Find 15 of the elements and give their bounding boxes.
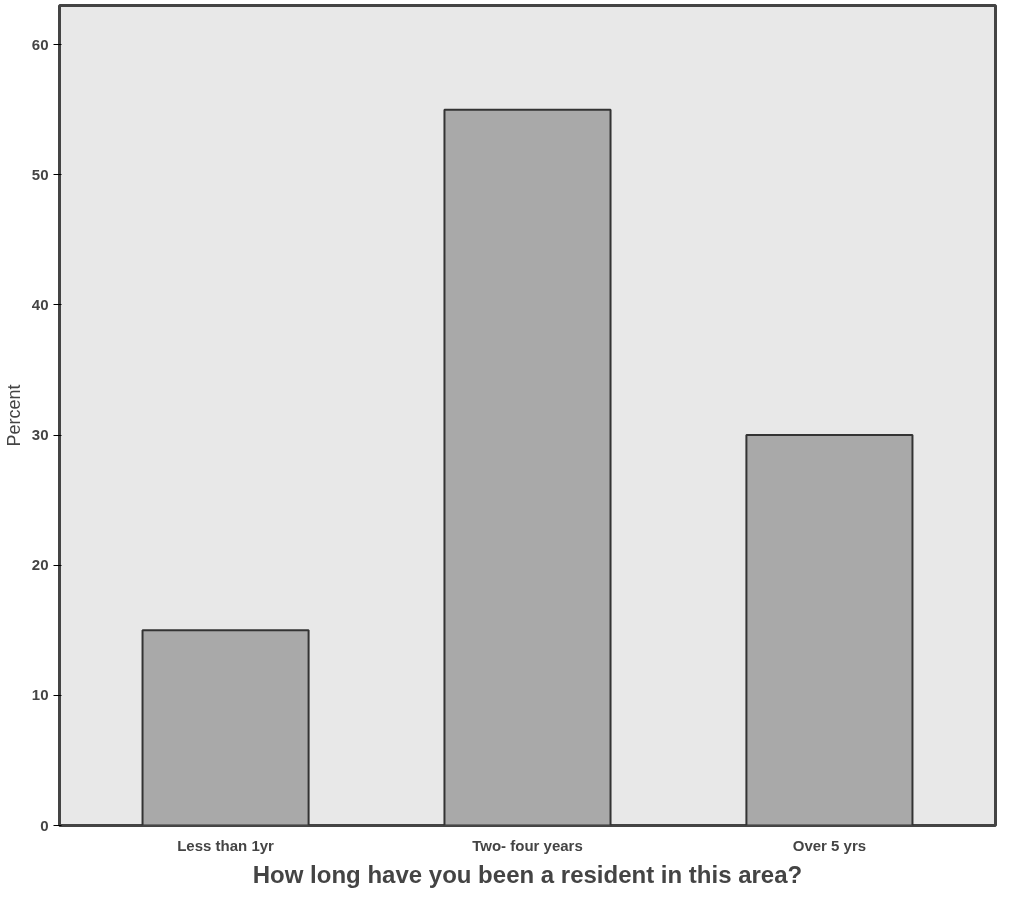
x-tick-label: Two- four years	[472, 836, 583, 854]
x-tick-label: Over 5 yrs	[792, 836, 867, 854]
y-tick-label: 10	[31, 686, 49, 704]
y-axis-title: Percent	[3, 384, 24, 447]
y-tick-label: 50	[31, 165, 49, 183]
y-tick-label: 60	[31, 35, 49, 53]
y-tick-label: 0	[40, 816, 49, 834]
bar	[443, 108, 612, 826]
y-tick-label: 40	[31, 295, 49, 313]
y-tick-label: 20	[31, 556, 49, 574]
y-tick-label: 30	[31, 426, 49, 444]
x-axis-title: How long have you been a resident in this area?	[252, 860, 803, 888]
bar	[141, 629, 310, 826]
x-tick-label: Less than 1yr	[177, 836, 275, 854]
bar	[745, 434, 914, 826]
